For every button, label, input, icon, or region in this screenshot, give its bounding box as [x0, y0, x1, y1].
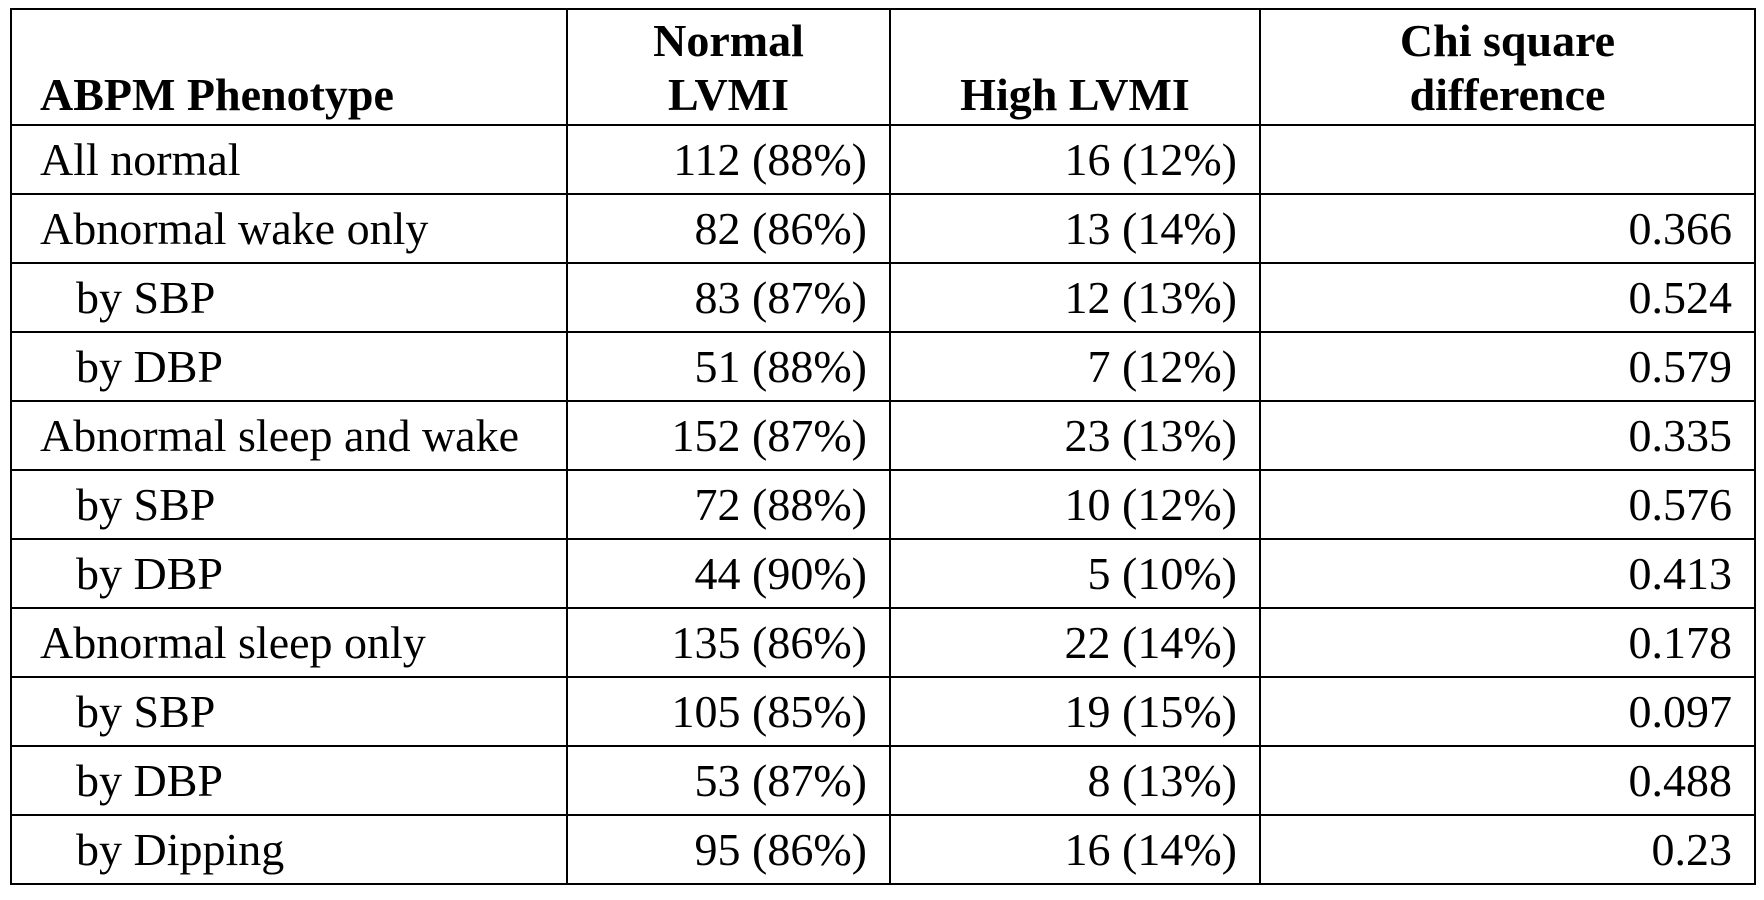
chi-square-cell: 0.524	[1259, 262, 1756, 333]
header-normal-lvmi-line1: Normal	[653, 15, 804, 66]
row-label: by SBP	[10, 676, 568, 747]
high-lvmi-cell: 7 (12%)	[889, 331, 1261, 402]
table-row: by DBP 53 (87%) 8 (13%) 0.488	[10, 745, 1756, 816]
normal-lvmi-cell: 135 (86%)	[566, 607, 891, 678]
table-row: Abnormal wake only 82 (86%) 13 (14%) 0.3…	[10, 193, 1756, 264]
high-lvmi-cell: 16 (14%)	[889, 814, 1261, 885]
table-row: Abnormal sleep only 135 (86%) 22 (14%) 0…	[10, 607, 1756, 678]
table-header-row: ABPM Phenotype Normal LVMI High LVMI Chi…	[10, 8, 1756, 126]
normal-lvmi-cell: 95 (86%)	[566, 814, 891, 885]
table-row: Abnormal sleep and wake 152 (87%) 23 (13…	[10, 400, 1756, 471]
high-lvmi-cell: 16 (12%)	[889, 124, 1261, 195]
chi-square-cell: 0.579	[1259, 331, 1756, 402]
chi-square-cell	[1259, 124, 1756, 195]
normal-lvmi-cell: 53 (87%)	[566, 745, 891, 816]
table-row: by DBP 44 (90%) 5 (10%) 0.413	[10, 538, 1756, 609]
abpm-lvmi-table: ABPM Phenotype Normal LVMI High LVMI Chi…	[10, 8, 1756, 885]
header-normal-lvmi-line2: LVMI	[668, 69, 789, 120]
normal-lvmi-cell: 82 (86%)	[566, 193, 891, 264]
chi-square-cell: 0.178	[1259, 607, 1756, 678]
row-label: by DBP	[10, 538, 568, 609]
table-row: All normal 112 (88%) 16 (12%)	[10, 124, 1756, 195]
chi-square-cell: 0.335	[1259, 400, 1756, 471]
chi-square-cell: 0.488	[1259, 745, 1756, 816]
header-chi-line2: difference	[1409, 69, 1606, 120]
row-label: All normal	[10, 124, 568, 195]
chi-square-cell: 0.097	[1259, 676, 1756, 747]
header-abpm-phenotype: ABPM Phenotype	[10, 8, 568, 126]
table-row: by Dipping 95 (86%) 16 (14%) 0.23	[10, 814, 1756, 885]
table-row: by DBP 51 (88%) 7 (12%) 0.579	[10, 331, 1756, 402]
high-lvmi-cell: 23 (13%)	[889, 400, 1261, 471]
normal-lvmi-cell: 105 (85%)	[566, 676, 891, 747]
normal-lvmi-cell: 51 (88%)	[566, 331, 891, 402]
header-normal-lvmi: Normal LVMI	[566, 8, 891, 126]
high-lvmi-cell: 22 (14%)	[889, 607, 1261, 678]
high-lvmi-cell: 8 (13%)	[889, 745, 1261, 816]
chi-square-cell: 0.366	[1259, 193, 1756, 264]
normal-lvmi-cell: 44 (90%)	[566, 538, 891, 609]
table-row: by SBP 105 (85%) 19 (15%) 0.097	[10, 676, 1756, 747]
chi-square-cell: 0.23	[1259, 814, 1756, 885]
row-label: Abnormal wake only	[10, 193, 568, 264]
high-lvmi-cell: 12 (13%)	[889, 262, 1261, 333]
row-label: by SBP	[10, 469, 568, 540]
row-label: by SBP	[10, 262, 568, 333]
normal-lvmi-cell: 112 (88%)	[566, 124, 891, 195]
chi-square-cell: 0.576	[1259, 469, 1756, 540]
high-lvmi-cell: 13 (14%)	[889, 193, 1261, 264]
row-label: by DBP	[10, 745, 568, 816]
high-lvmi-cell: 10 (12%)	[889, 469, 1261, 540]
high-lvmi-cell: 5 (10%)	[889, 538, 1261, 609]
header-chi-line1: Chi square	[1399, 15, 1616, 66]
normal-lvmi-cell: 152 (87%)	[566, 400, 891, 471]
row-label: by DBP	[10, 331, 568, 402]
row-label: Abnormal sleep and wake	[10, 400, 568, 471]
header-high-lvmi: High LVMI	[889, 8, 1261, 126]
row-label: Abnormal sleep only	[10, 607, 568, 678]
row-label: by Dipping	[10, 814, 568, 885]
chi-square-cell: 0.413	[1259, 538, 1756, 609]
table-row: by SBP 72 (88%) 10 (12%) 0.576	[10, 469, 1756, 540]
table-row: by SBP 83 (87%) 12 (13%) 0.524	[10, 262, 1756, 333]
header-chi-square-difference: Chi square difference	[1259, 8, 1756, 126]
normal-lvmi-cell: 72 (88%)	[566, 469, 891, 540]
high-lvmi-cell: 19 (15%)	[889, 676, 1261, 747]
normal-lvmi-cell: 83 (87%)	[566, 262, 891, 333]
